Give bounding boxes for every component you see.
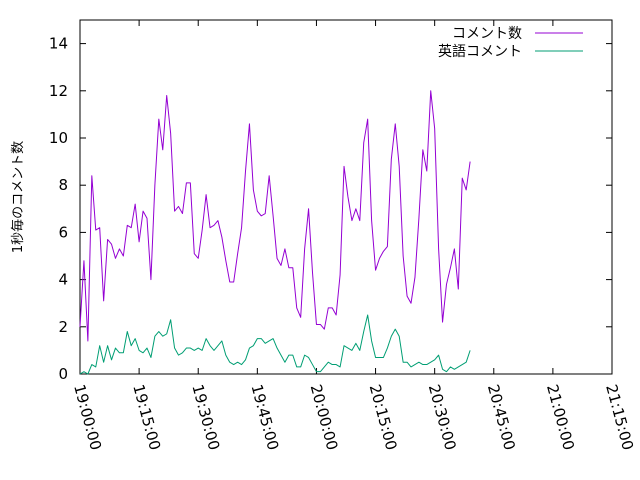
series-line-2: [79, 314, 471, 375]
y-tick-label: 10: [49, 129, 68, 147]
series-layer: [79, 90, 471, 375]
y-tick-label: 2: [58, 318, 68, 336]
legend-label-2: 英語コメント: [438, 43, 522, 60]
y-tick-label: 4: [58, 271, 68, 289]
y-tick-label: 14: [49, 35, 68, 53]
y-tick-label: 12: [49, 82, 68, 100]
plot-border: [79, 19, 613, 375]
y-axis: 0 2 4 6 8 10 12 14: [49, 35, 612, 383]
y-tick-label: 0: [58, 365, 68, 383]
y-tick-label: 8: [58, 176, 68, 194]
series-line-1: [79, 90, 471, 342]
y-axis-label: 1秒毎のコメント数: [10, 141, 26, 253]
legend-label-1: コメント数: [452, 26, 522, 42]
y-tick-label: 6: [58, 223, 68, 241]
